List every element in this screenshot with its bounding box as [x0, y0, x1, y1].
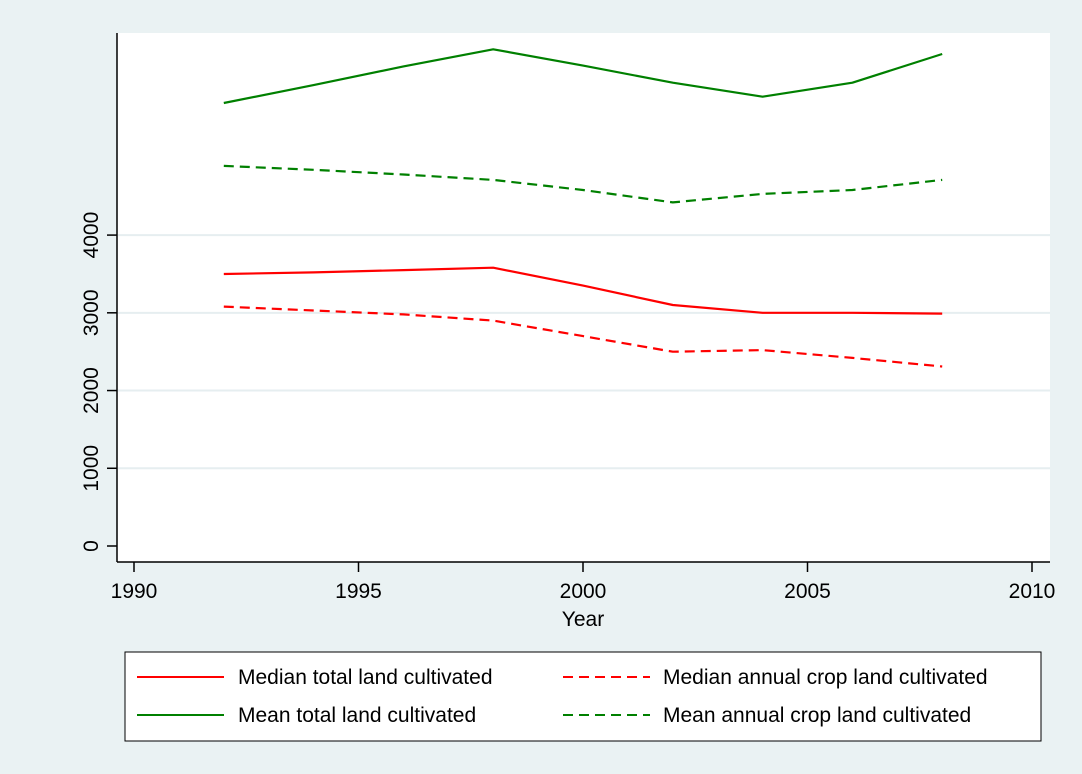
legend-label-mean-total: Mean total land cultivated — [238, 704, 476, 727]
y-tick-label: 0 — [80, 540, 103, 552]
legend-label-mean-annual: Mean annual crop land cultivated — [663, 704, 971, 727]
plot-area — [117, 33, 1050, 562]
legend-box — [124, 651, 1042, 742]
series-lines — [223, 48, 943, 368]
x-axis-title: Year — [562, 608, 604, 631]
series-line-3 — [223, 164, 943, 204]
y-axis-ticks: 0 1000 2000 3000 4000 — [80, 212, 117, 552]
x-tick-label: 1990 — [111, 580, 158, 603]
legend-label-median-annual: Median annual crop land cultivated — [663, 666, 988, 689]
legend-label-median-total: Median total land cultivated — [238, 666, 493, 689]
y-tick-label: 1000 — [80, 445, 103, 492]
series-line-0 — [223, 266, 943, 315]
x-tick-label: 1995 — [335, 580, 382, 603]
x-tick-label: 2000 — [560, 580, 607, 603]
legend: Median total land cultivated Median annu… — [124, 651, 1042, 742]
x-tick-label: 2010 — [1009, 580, 1056, 603]
series-line-2 — [223, 48, 943, 105]
x-tick-label: 2005 — [784, 580, 831, 603]
y-tick-label: 2000 — [80, 367, 103, 414]
grid-lines — [118, 234, 1050, 470]
y-tick-label: 3000 — [80, 289, 103, 336]
x-axis-ticks: 1990 1995 2000 2005 2010 — [111, 562, 1056, 603]
y-tick-label: 4000 — [80, 212, 103, 259]
series-line-1 — [223, 305, 943, 368]
